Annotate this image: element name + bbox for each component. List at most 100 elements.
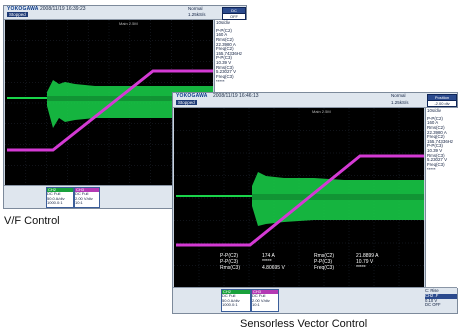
svc-meas-c4-1: 10.79 V: [356, 259, 374, 265]
svc-sample-rate: 1.25kS/s: [391, 100, 409, 105]
svc-ch2-box[interactable]: CH2 DC Full 50.0 A/div 1000.0:1: [221, 289, 251, 312]
svc-trig-1: CH2 .F: [425, 293, 457, 299]
vf-side-2: Rms(C2): [216, 36, 234, 42]
vf-side-0: P-P(C2): [216, 27, 232, 33]
svc-meas-c3-2: Freq(C3): [314, 265, 335, 271]
vf-sample-rate: 1.25kS/s: [188, 12, 206, 17]
svc-meas-c1-0: P-P(C2): [220, 253, 239, 259]
svc-measure-col-1: P-P(C2) P-P(C3) Rms(C3): [220, 253, 240, 271]
svc-meas-c2-1: *****: [262, 259, 272, 265]
svc-position-value-label: -2.00 div: [434, 101, 450, 106]
vf-top-bar: YOKOGAWA 2008/11/19 16:39:23 Stopped Nor…: [4, 6, 246, 20]
svc-measure-col-3: Rms(C2) P-P(C3) Freq(C3): [314, 253, 334, 271]
svc-green-trace-core: [252, 194, 424, 200]
vf-side-1: 160 A: [216, 32, 228, 38]
svc-screen-top-label: Main 2.5M: [312, 109, 331, 114]
vf-side-5: 155.74336Hz: [216, 50, 243, 56]
svc-position-button-label: Position: [434, 95, 450, 100]
svc-ch3-line-2: 10:1: [252, 302, 260, 308]
vf-ch3-header: CH3: [75, 187, 99, 193]
svc-ch3-header: CH3: [252, 289, 278, 295]
svc-ch3-line-1: 2.00 V/div: [252, 297, 270, 303]
svc-meas-c3-1: P-P(C3): [314, 259, 333, 265]
svc-meas-c1-1: P-P(C3): [220, 259, 239, 265]
vf-side-4: Freq(C2): [216, 46, 234, 52]
svc-trigger-mode: Normal: [391, 93, 406, 98]
vf-ch2-line-2: 1000.0:1: [47, 200, 63, 206]
vf-ch3-line-2: 10:1: [75, 200, 83, 206]
vf-side-9: 5.23027 V: [216, 69, 237, 75]
svc-trig-2: 0.10 V: [425, 297, 438, 303]
svc-top-bar: YOKOGAWA 2008/11/19 16:46:13 Stopped Nor…: [173, 93, 457, 108]
vf-trigger-mode: Normal: [188, 6, 203, 11]
svc-measure-col-4: 21.8899 A 10.79 V *****: [356, 253, 379, 271]
svc-time-div: 10s/div: [427, 108, 441, 113]
svc-trigger-info[interactable]: C: Rise CH2 .F 0.10 V DC OFF: [425, 288, 457, 308]
vf-trigger-level-button[interactable]: OFF: [222, 13, 246, 20]
svc-green-trace-baseline: [176, 195, 252, 197]
svc-yokogawa-logo: YOKOGAWA: [176, 93, 208, 99]
vf-caption: V/F Control: [4, 215, 60, 227]
vf-side-3: 22.3980 A: [216, 41, 236, 47]
vf-waveform-svg: [5, 20, 213, 186]
vf-ch3-box[interactable]: CH3 DC Full 2.00 V/div 10:1: [74, 187, 100, 208]
vf-ch2-line-1: 50.0 A/div: [47, 195, 65, 201]
svc-measure-col-2: 174 A ***** 4.80695 V: [262, 253, 285, 271]
svc-meas-c4-2: *****: [356, 265, 366, 271]
svc-position-value-button[interactable]: -2.00 div: [427, 100, 457, 107]
vf-side-7: 10.39 V: [216, 60, 232, 65]
svc-side-6: P-P(C3): [427, 143, 443, 149]
vf-screen-top-label: Main 2.5M: [119, 21, 138, 26]
svc-ch2-line-1: 50.0 A/div: [222, 297, 240, 303]
svc-timestamp: 2008/11/19 16:46:13: [213, 93, 259, 99]
vf-magenta-trace: [7, 69, 213, 152]
vf-ch3-line-1: 2.00 V/div: [75, 195, 93, 201]
svc-meas-c2-2: 4.80695 V: [262, 265, 285, 271]
vf-side-6: P-P(C3): [216, 55, 232, 61]
svc-ch2-header: CH2: [222, 289, 250, 295]
svc-side-1: 160 A: [427, 120, 439, 126]
svc-side-3: 22.3980 A: [427, 129, 447, 135]
svc-side-4: Freq(C2): [427, 134, 445, 140]
svc-meas-c2-0: 174 A: [262, 253, 275, 259]
vf-ch2-header: CH2: [47, 187, 73, 193]
vf-scope-window: YOKOGAWA 2008/11/19 16:39:23 Stopped Nor…: [3, 5, 247, 209]
svc-side-0: P-P(C2): [427, 115, 443, 121]
vf-yokogawa-logo: YOKOGAWA: [7, 6, 39, 12]
svc-bottom-bar: CH2 DC Full 50.0 A/div 1000.0:1 CH3 DC F…: [173, 287, 457, 313]
svc-ch2-line-2: 1000.0:1: [222, 302, 238, 308]
vf-ch2-line-0: DC Full: [47, 191, 61, 197]
vf-green-trace-envelope: [47, 80, 213, 128]
svc-ch2-line-0: DC Full: [222, 293, 236, 299]
svc-side-5: 155.74336Hz: [427, 138, 454, 144]
svc-side-10: Freq(C3): [427, 161, 445, 167]
vf-ch3-line-0: DC Full: [75, 191, 89, 197]
vf-trigger-level-label: OFF: [230, 14, 238, 19]
vf-run-state: Stopped: [7, 12, 28, 17]
svc-side-9: 5.23027 V: [427, 157, 448, 163]
vf-ch2-box[interactable]: CH2 DC Full 50.0 A/div 1000.0:1: [46, 187, 74, 208]
vf-green-trace-baseline: [7, 97, 47, 99]
svc-side-8: Rms(C3): [427, 152, 445, 158]
svc-scope-window: YOKOGAWA 2008/11/19 16:46:13 Stopped Nor…: [172, 92, 458, 314]
svc-ch3-box[interactable]: CH3 DC Full 2.00 V/div 10:1: [251, 289, 279, 312]
svc-side-11: *****: [427, 166, 436, 172]
svc-run-state: Stopped: [176, 100, 197, 105]
vf-trigger-button-label: DC: [231, 8, 237, 13]
svc-meas-c4-0: 21.8899 A: [356, 253, 379, 259]
svc-caption: Sensorless Vector Control: [240, 318, 368, 330]
svc-meas-c1-2: Rms(C3): [220, 265, 240, 271]
vf-side-8: Rms(C3): [216, 64, 234, 70]
svc-meas-c3-0: Rms(C2): [314, 253, 334, 259]
svc-magenta-trace: [176, 154, 424, 247]
vf-side-11: *****: [216, 78, 225, 84]
svc-trig-3: DC OFF: [425, 302, 441, 308]
svc-measure-panel: 10s/div P-P(C2) 160 A Rms(C2) 22.3980 A …: [425, 108, 458, 288]
svc-trig-0: C: Rise: [425, 288, 439, 293]
svc-waveform-screen: Main 2.5M P-P(C2) P-P(C3) Rms(C3) 174 A …: [174, 108, 424, 288]
svc-side-7: 10.39 V: [427, 148, 443, 153]
vf-timestamp: 2008/11/19 16:39:23: [40, 6, 86, 12]
svc-waveform-svg: [174, 108, 424, 288]
svc-ch3-line-0: DC Full: [252, 293, 266, 299]
vf-green-trace-core: [47, 96, 213, 101]
